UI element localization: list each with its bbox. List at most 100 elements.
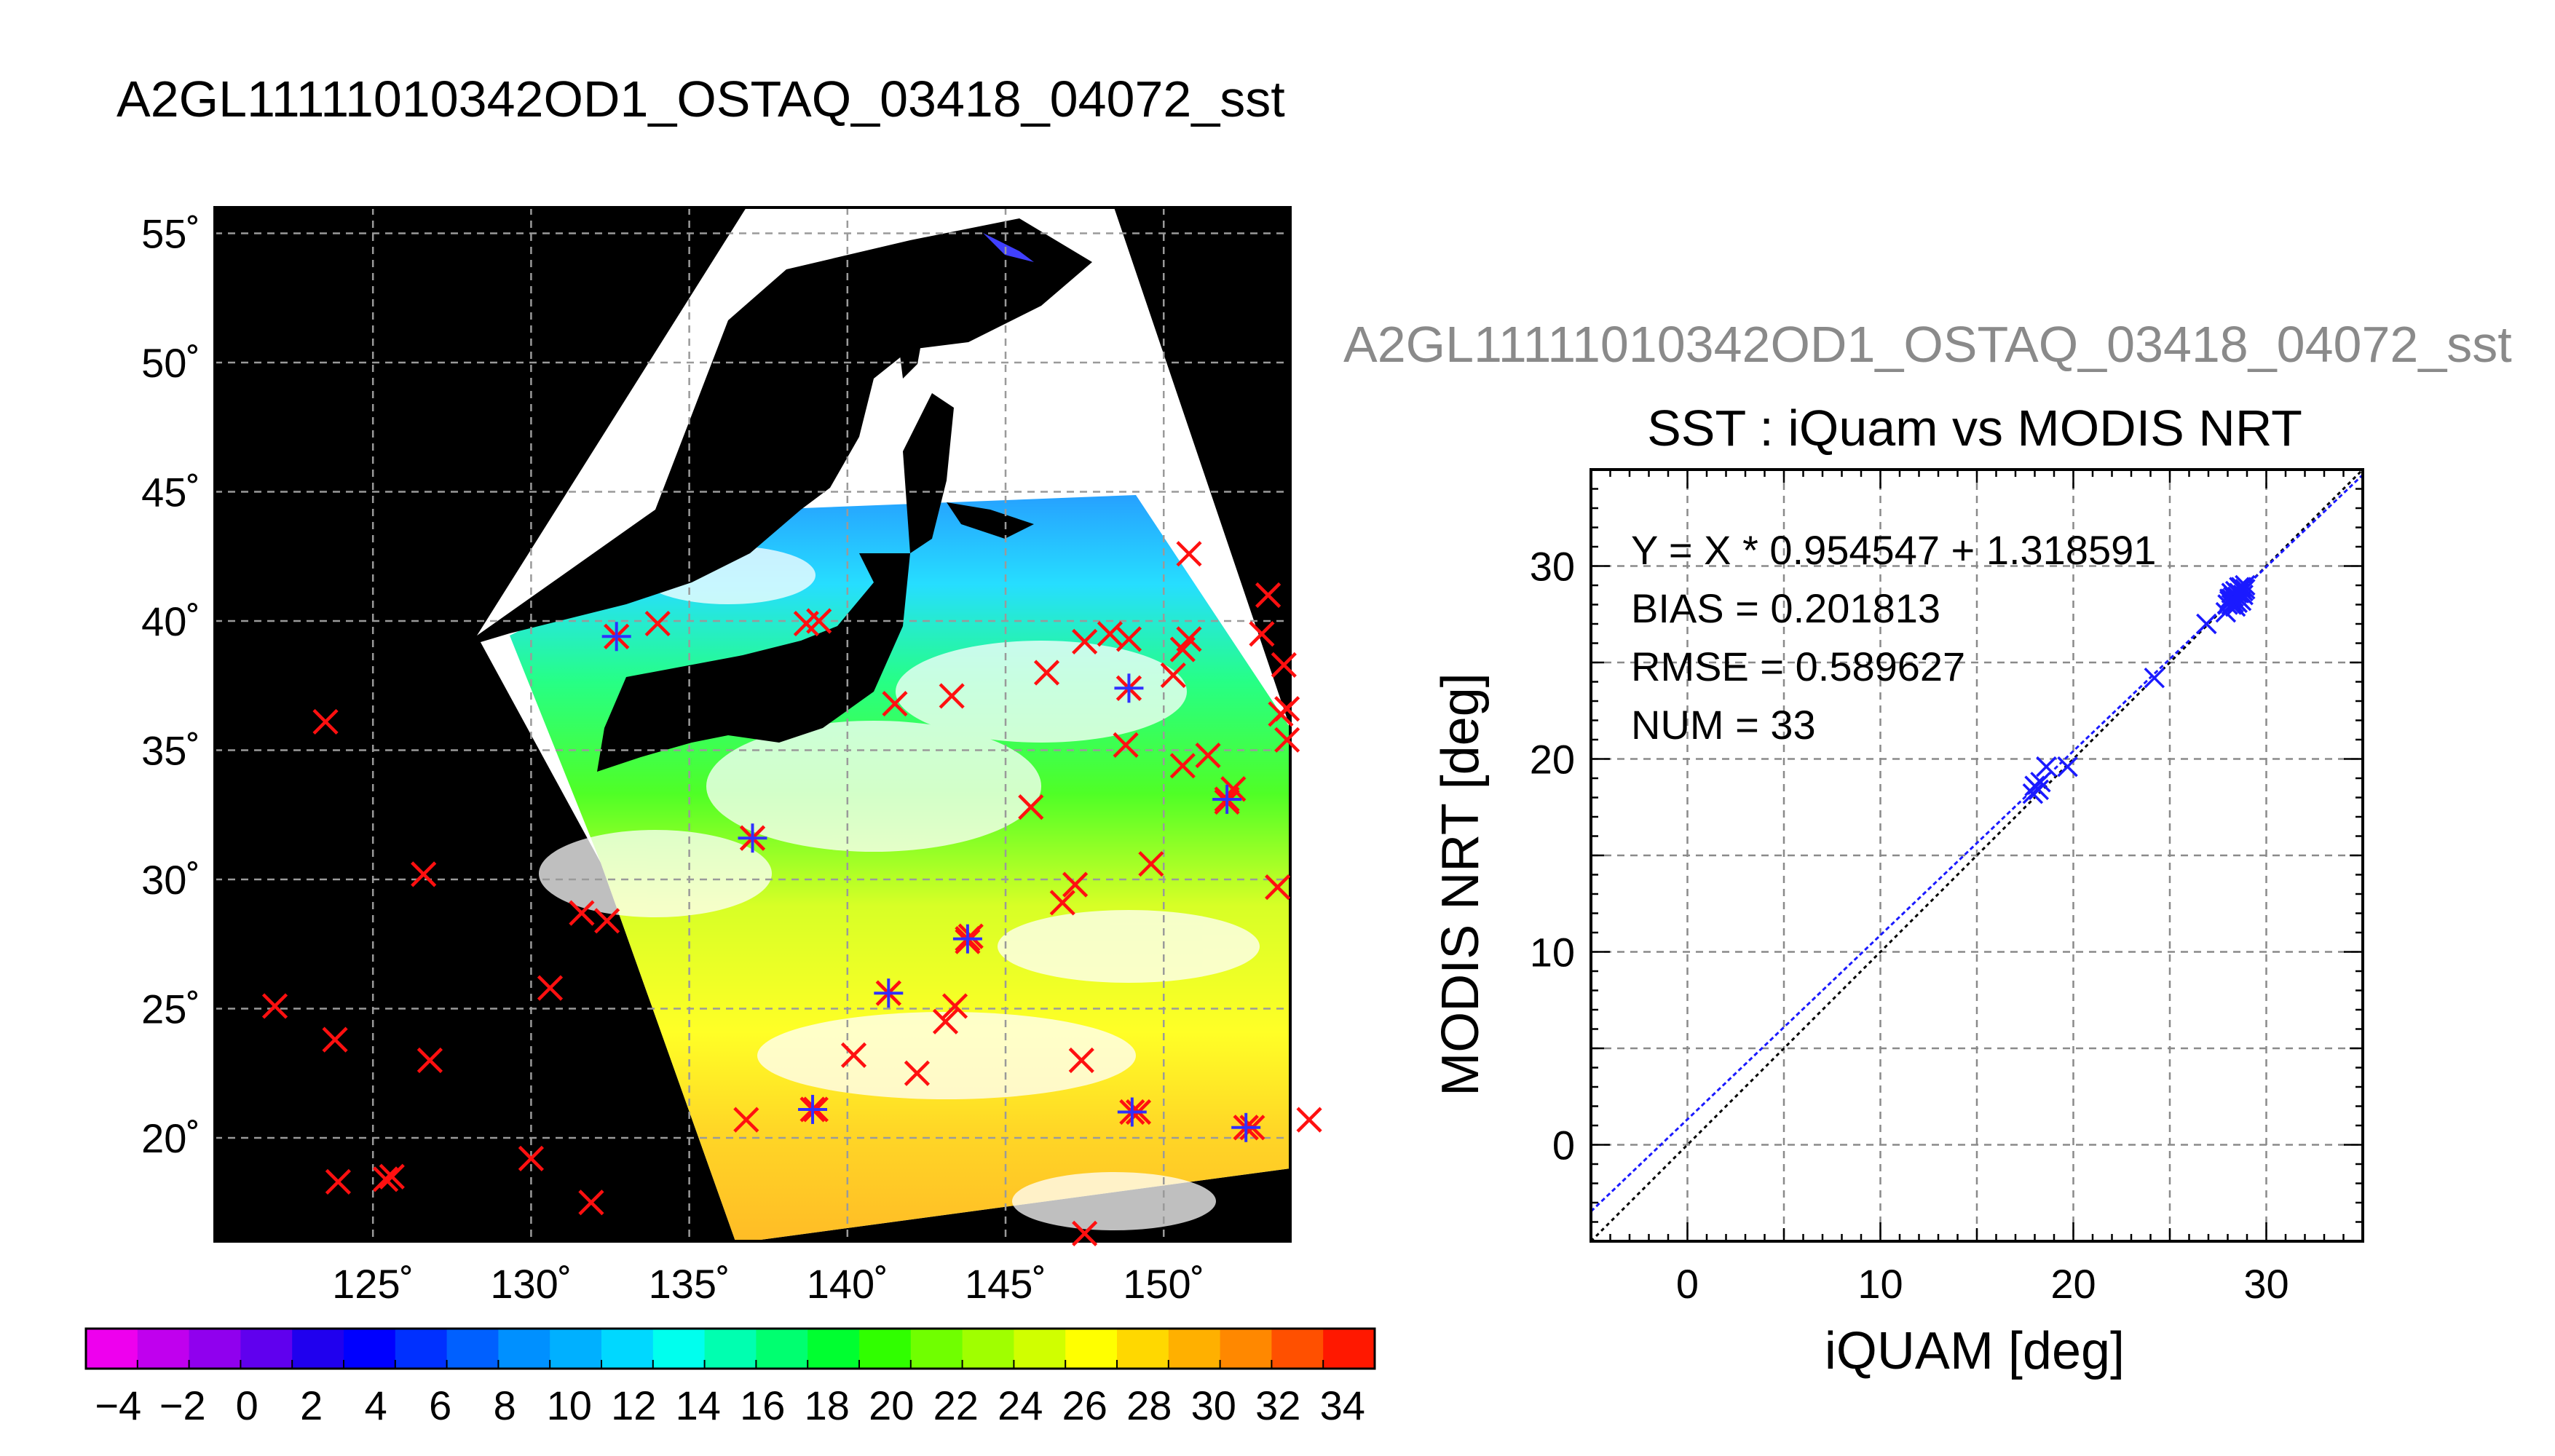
colorbar-segment <box>137 1329 190 1369</box>
scatter-points <box>2022 574 2256 804</box>
colorbar-segment <box>601 1329 654 1369</box>
colorbar-segment <box>704 1329 757 1369</box>
iquam-marker <box>1160 662 1186 689</box>
colorbar-segment <box>292 1329 344 1369</box>
colorbar-tick-label: 0 <box>236 1382 258 1428</box>
page-title: A2GL11111010342OD1_OSTAQ_03418_04072_sst <box>117 71 1285 127</box>
colorbar-segment <box>1271 1329 1324 1369</box>
iquam-marker <box>733 1107 759 1133</box>
colorbar-segment <box>498 1329 550 1369</box>
map-lat-tick-label: 35˚ <box>141 728 200 774</box>
iquam-marker <box>594 908 620 934</box>
scatter-point <box>2230 579 2252 600</box>
scatter-header: A2GL11111010342OD1_OSTAQ_03418_04072_sst <box>1343 316 2512 373</box>
scatter-stat-line: RMSE = 0.589627 <box>1631 644 1965 689</box>
map-lon-tick-label: 145˚ <box>965 1261 1046 1307</box>
scatter-stat-line: BIAS = 0.201813 <box>1631 585 1940 631</box>
colorbar-segment <box>344 1329 396 1369</box>
scatter-x-tick-label: 10 <box>1857 1261 1903 1307</box>
colorbar-segment <box>395 1329 448 1369</box>
colorbar-segment <box>1117 1329 1169 1369</box>
colorbar-segment <box>807 1329 860 1369</box>
iquam-marker <box>904 1060 930 1086</box>
colorbar-tick-label: 12 <box>611 1382 656 1428</box>
iquam-marker <box>1271 652 1297 678</box>
iquam-marker <box>1062 871 1089 898</box>
scatter-plot: 0 10 20 30 0 10 20 30 Y = X * 0.954547 + 1.31859… <box>1530 468 2364 1307</box>
colorbar-tick-label: 28 <box>1126 1382 1172 1428</box>
colorbar-segment <box>189 1329 241 1369</box>
iquam-marker <box>644 610 671 637</box>
scatter-y-tick-label: 10 <box>1530 930 1575 976</box>
colorbar-segment <box>550 1329 602 1369</box>
map-lon-tick-label: 130˚ <box>490 1261 572 1307</box>
iquam-marker <box>1018 794 1044 820</box>
iquam-marker <box>941 993 968 1019</box>
scatter-frame <box>1590 468 2364 1243</box>
colorbar-tick-label: 10 <box>547 1382 592 1428</box>
scatter-point <box>2022 783 2044 804</box>
colorbar-tick-label: −4 <box>95 1382 141 1428</box>
map-lat-tick-label: 30˚ <box>141 857 200 903</box>
colorbar-segment <box>86 1329 138 1369</box>
map-lat-tick-label: 25˚ <box>141 986 200 1032</box>
iquam-marker <box>1113 732 1139 758</box>
colorbar-segment <box>962 1329 1014 1369</box>
iquam-marker <box>1296 1107 1322 1133</box>
colorbar-tick-label: 26 <box>1062 1382 1107 1428</box>
scatter-title: SST : iQuam vs MODIS NRT <box>1647 400 2302 456</box>
colorbar-segment <box>652 1329 706 1369</box>
iquam-marker <box>1176 541 1202 567</box>
colorbar-tick-label: 34 <box>1320 1382 1365 1428</box>
map-lat-tick-label: 50˚ <box>141 340 200 386</box>
iquam-marker <box>322 1026 348 1053</box>
colorbar-tick-label: 22 <box>933 1382 979 1428</box>
colorbar-tick-label: 20 <box>869 1382 914 1428</box>
colorbar-segment <box>756 1329 808 1369</box>
iquam-marker <box>1274 727 1300 753</box>
sst-colorbar: −4 −2 0 2 4 6 8 10 12 14 16 18 20 22 24 26 28 30 32 34 <box>84 1327 1376 1428</box>
scatter-x-tick-label: 20 <box>2050 1261 2096 1307</box>
colorbar-tick-label: 32 <box>1255 1382 1300 1428</box>
colorbar-tick-label: 18 <box>805 1382 850 1428</box>
map-grid <box>215 207 1290 1241</box>
colorbar-tick-label: −2 <box>159 1382 206 1428</box>
colorbar-segment <box>1220 1329 1272 1369</box>
iquam-marker <box>1097 621 1123 647</box>
iquam-marker <box>416 1047 443 1074</box>
colorbar-tick-label: 6 <box>429 1382 451 1428</box>
land-masses <box>437 218 1092 772</box>
iquam-marker <box>312 708 339 735</box>
colorbar-segment <box>240 1329 293 1369</box>
scatter-x-tick-label: 30 <box>2243 1261 2289 1307</box>
map-lon-tick-label: 140˚ <box>807 1261 888 1307</box>
colorbar-tick-label: 14 <box>676 1382 721 1428</box>
iquam-marker <box>1138 851 1164 877</box>
scatter-y-tick-label: 30 <box>1530 544 1575 590</box>
scatter-point <box>2196 613 2217 635</box>
iquam-marker <box>569 900 595 926</box>
scatter-point <box>2028 779 2050 801</box>
iquam-marker <box>518 1145 545 1171</box>
map-lon-tick-label: 135˚ <box>649 1261 730 1307</box>
scatter-x-axis-label: iQUAM [deg] <box>1825 1322 2125 1380</box>
iquam-marker <box>379 1163 405 1190</box>
iquam-marker <box>806 608 832 634</box>
iquam-marker <box>1049 890 1075 916</box>
iquam-marker <box>1033 660 1060 686</box>
iquam-marker <box>1195 743 1221 769</box>
iquam-marker <box>325 1168 352 1195</box>
iquam-marker <box>939 683 965 709</box>
iquam-marker <box>1072 628 1098 654</box>
sst-map-panel: 125˚ 130˚ 135˚ 140˚ 145˚ 150˚ 20˚ 25˚ 30˚ 35˚ 40˚ 4… <box>141 206 1322 1307</box>
iquam-marker <box>1274 696 1300 722</box>
colorbar-frame <box>84 1327 1376 1370</box>
map-lat-tick-label: 20˚ <box>141 1115 200 1161</box>
map-lon-tick-label: 150˚ <box>1123 1261 1204 1307</box>
iquam-marker <box>1265 874 1291 901</box>
iquam-marker <box>578 1190 604 1216</box>
colorbar-tick-label: 16 <box>740 1382 785 1428</box>
scatter-y-tick-label: 0 <box>1552 1123 1575 1168</box>
scatter-point <box>2057 756 2078 778</box>
scatter-y-axis-label: MODIS NRT [deg] <box>1431 673 1490 1096</box>
